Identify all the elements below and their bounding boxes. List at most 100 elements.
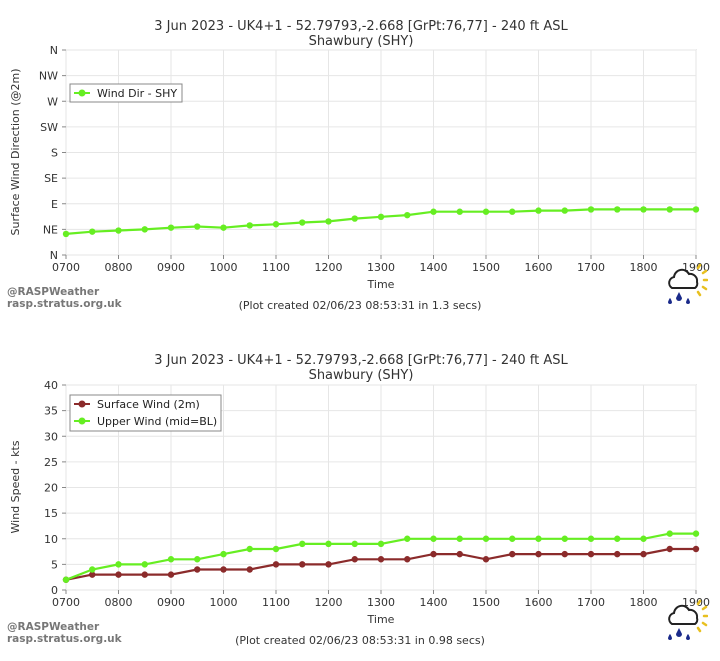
wind-speed-chart: 3 Jun 2023 - UK4+1 - 52.79793,-2.668 [Gr… bbox=[9, 353, 710, 626]
chart2-title-line2: Shawbury (SHY) bbox=[309, 368, 414, 383]
chart1-series1-point bbox=[509, 208, 516, 215]
watermark-1-line2: rasp.stratus.org.uk bbox=[7, 298, 122, 310]
chart2-series2-point bbox=[430, 535, 437, 542]
chart1-y-axis-label: Surface Wind Direction (@2m) bbox=[9, 68, 22, 235]
chart1-series1-point bbox=[299, 219, 306, 226]
chart1-credit: (Plot created 02/06/23 08:53:31 in 1.3 s… bbox=[238, 299, 482, 312]
chart2-series2-point bbox=[587, 535, 595, 542]
chart1-x-tick-label: 1000 bbox=[210, 261, 238, 274]
chart2-legend-marker-upper bbox=[78, 417, 86, 425]
chart1-series1-point bbox=[351, 215, 358, 222]
chart2-x-tick-label: 1200 bbox=[315, 596, 343, 609]
chart1-series1-point bbox=[141, 226, 148, 233]
chart1-title-line2: Shawbury (SHY) bbox=[309, 34, 414, 49]
watermark-1-line1: @RASPWeather bbox=[7, 286, 100, 298]
chart1-x-tick-label: 0800 bbox=[105, 261, 133, 274]
chart1-series1-point bbox=[587, 206, 595, 213]
chart2-x-tick-label: 0900 bbox=[157, 596, 185, 609]
chart1-y-tick-label: SW bbox=[40, 121, 58, 134]
chart2-series2-point bbox=[246, 545, 253, 553]
chart2-series2-point bbox=[89, 566, 96, 573]
chart1-x-tick-label: 1700 bbox=[577, 261, 605, 274]
chart1-y-tick-label: S bbox=[51, 147, 58, 160]
chart2-series1-point bbox=[666, 545, 673, 553]
chart2-y-tick-label: 40 bbox=[44, 379, 58, 392]
chart2-series2-point bbox=[194, 556, 201, 563]
chart1-x-tick-label: 1100 bbox=[262, 261, 290, 274]
chart2-series2-point bbox=[115, 561, 122, 568]
chart2-x-tick-label: 1500 bbox=[472, 596, 500, 609]
watermark-2: @RASPWeather rasp.stratus.org.uk bbox=[7, 621, 122, 645]
chart1-series1-point bbox=[535, 207, 542, 214]
chart2-x-tick-label: 1000 bbox=[210, 596, 238, 609]
chart1-series1-point bbox=[325, 218, 332, 225]
chart1-y-tick-label: N bbox=[50, 249, 58, 262]
chart2-series2-point bbox=[535, 535, 542, 542]
rain-cloud-sun-icon-2 bbox=[668, 599, 708, 640]
chart2-series1-point bbox=[587, 550, 595, 558]
chart2-x-tick-label: 1600 bbox=[525, 596, 553, 609]
chart1-x-ticks: 0700 0800 0900 1000 1100 1200 1300 1400 1500 1600… bbox=[52, 255, 710, 274]
chart2-series1-point bbox=[430, 550, 437, 558]
chart2-x-tick-label: 0700 bbox=[52, 596, 80, 609]
chart1-series1-point bbox=[167, 224, 175, 231]
chart2-series2-point bbox=[377, 540, 385, 548]
chart2-series2-point bbox=[272, 545, 280, 553]
chart1-series1-point bbox=[666, 206, 673, 213]
chart1-x-tick-label: 0700 bbox=[52, 261, 80, 274]
chart2-y-tick-label: 35 bbox=[44, 405, 58, 418]
chart2-x-tick-label: 1900 bbox=[682, 596, 710, 609]
chart2-series2-point bbox=[220, 550, 227, 558]
chart2-x-tick-label: 1400 bbox=[420, 596, 448, 609]
chart1-series1-point bbox=[194, 223, 201, 230]
chart2-x-tick-label: 1700 bbox=[577, 596, 605, 609]
chart2-x-tick-label: 1100 bbox=[262, 596, 290, 609]
chart2-series2-point bbox=[325, 540, 332, 548]
watermark-2-line2: rasp.stratus.org.uk bbox=[7, 633, 122, 645]
chart1-legend-marker bbox=[78, 89, 86, 97]
chart2-series1-point bbox=[482, 556, 490, 563]
chart1-y-tick-label: NW bbox=[39, 70, 58, 83]
chart1-series1-point bbox=[272, 221, 280, 228]
chart1-series1-point bbox=[692, 206, 700, 213]
chart2-series1-point bbox=[561, 550, 568, 558]
chart1-series1-point bbox=[404, 211, 411, 219]
chart2-x-ticks: 0700 0800 0900 1000 1100 1200 1300 1400 1500 1600… bbox=[52, 590, 710, 609]
chart1-legend: Wind Dir - SHY bbox=[69, 83, 183, 103]
chart2-series1-point bbox=[220, 566, 227, 573]
chart2-series2-point bbox=[692, 530, 700, 537]
chart2-x-tick-label: 1300 bbox=[367, 596, 395, 609]
chart2-series2-point bbox=[167, 556, 175, 563]
chart1-series1-point bbox=[115, 227, 122, 234]
chart2-series1-point bbox=[456, 550, 463, 558]
chart2-series2-point bbox=[299, 540, 306, 548]
chart1-x-tick-label: 1800 bbox=[630, 261, 658, 274]
chart1-x-tick-label: 0900 bbox=[157, 261, 185, 274]
chart1-series1-point bbox=[89, 228, 96, 235]
chart1-legend-label: Wind Dir - SHY bbox=[97, 87, 177, 100]
chart2-y-tick-label: 10 bbox=[44, 533, 58, 546]
chart2-series1-point bbox=[272, 561, 280, 568]
chart2-x-tick-label: 0800 bbox=[105, 596, 133, 609]
chart2-credit: (Plot created 02/06/23 08:53:31 in 0.98 … bbox=[235, 634, 485, 647]
chart2-y-tick-label: 25 bbox=[44, 456, 58, 469]
chart1-series bbox=[62, 206, 700, 238]
chart2-series2-point bbox=[141, 561, 148, 568]
chart2-series2-point bbox=[561, 535, 568, 542]
wind-direction-chart: 3 Jun 2023 - UK4+1 - 52.79793,-2.668 [Gr… bbox=[9, 19, 710, 291]
chart1-y-tick-label: E bbox=[51, 198, 58, 211]
chart2-legend: Surface Wind (2m) Upper Wind (mid=BL) bbox=[69, 394, 222, 432]
chart2-series bbox=[62, 530, 700, 583]
chart1-series1-point bbox=[614, 206, 621, 213]
chart2-series1-point bbox=[115, 571, 122, 578]
chart1-x-tick-label: 1400 bbox=[420, 261, 448, 274]
watermark-1: @RASPWeather rasp.stratus.org.uk bbox=[7, 286, 122, 310]
chart2-y-tick-label: 20 bbox=[44, 482, 58, 495]
chart2-series1-point bbox=[614, 550, 621, 558]
chart1-y-ticks: N NE E SE S SW W NW N bbox=[39, 44, 66, 262]
chart2-series1-point bbox=[377, 556, 385, 563]
watermark-2-line1: @RASPWeather bbox=[7, 621, 100, 633]
chart2-series2-point bbox=[509, 535, 516, 542]
chart2-series2-point bbox=[482, 535, 490, 542]
